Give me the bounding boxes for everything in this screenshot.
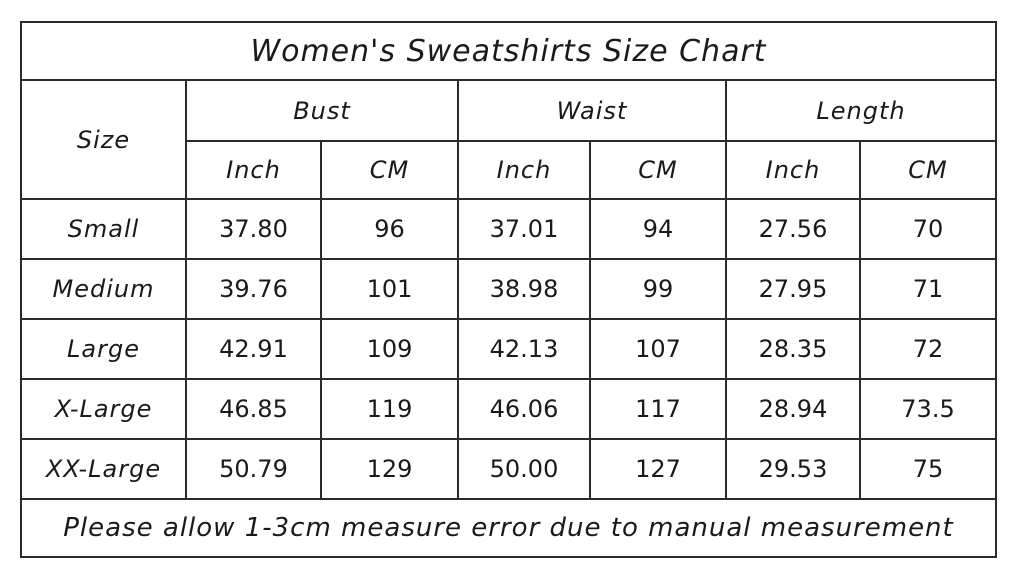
value-cell: 96	[320, 198, 459, 260]
value-cell: 42.13	[457, 318, 591, 380]
value-cell: 94	[589, 198, 727, 260]
value-cell: 129	[320, 438, 459, 500]
unit-header-length-inch: Inch	[725, 140, 861, 200]
value-cell: 38.98	[457, 258, 591, 320]
unit-header-length-cm: CM	[859, 140, 997, 200]
table-row-medium: Medium 39.76 101 38.98 99 27.95 71	[20, 258, 997, 320]
group-header-length: Length	[725, 79, 997, 142]
value-cell: 46.06	[457, 378, 591, 440]
value-cell: 28.94	[725, 378, 861, 440]
value-cell: 127	[589, 438, 727, 500]
value-cell: 72	[859, 318, 997, 380]
group-header-waist: Waist	[457, 79, 727, 142]
value-cell: 37.01	[457, 198, 591, 260]
value-cell: 39.76	[185, 258, 322, 320]
value-cell: 75	[859, 438, 997, 500]
value-cell: 101	[320, 258, 459, 320]
unit-header-bust-cm: CM	[320, 140, 459, 200]
value-cell: 28.35	[725, 318, 861, 380]
measurement-footnote: Please allow 1-3cm measure error due to …	[20, 498, 997, 558]
value-cell: 50.79	[185, 438, 322, 500]
value-cell: 50.00	[457, 438, 591, 500]
value-cell: 73.5	[859, 378, 997, 440]
size-chart-table: Women's Sweatshirts Size Chart Size Bust…	[20, 21, 997, 558]
size-cell: Large	[20, 318, 187, 380]
unit-header-waist-inch: Inch	[457, 140, 591, 200]
value-cell: 37.80	[185, 198, 322, 260]
size-cell: XX-Large	[20, 438, 187, 500]
unit-header-row: Inch CM Inch CM Inch CM	[21, 140, 997, 200]
size-cell: Medium	[20, 258, 187, 320]
size-corner-header: Size	[20, 79, 187, 200]
table-title-row: Women's Sweatshirts Size Chart	[20, 21, 997, 81]
value-cell: 71	[859, 258, 997, 320]
value-cell: 29.53	[725, 438, 861, 500]
value-cell: 117	[589, 378, 727, 440]
value-cell: 46.85	[185, 378, 322, 440]
footnote-row: Please allow 1-3cm measure error due to …	[20, 498, 997, 558]
table-row-x-large: X-Large 46.85 119 46.06 117 28.94 73.5	[20, 378, 997, 440]
group-header-row: Size Bust Waist Length	[20, 79, 997, 200]
group-header-bust: Bust	[185, 79, 459, 142]
value-cell: 107	[589, 318, 727, 380]
value-cell: 27.56	[725, 198, 861, 260]
unit-header-bust-inch: Inch	[185, 140, 322, 200]
table-row-xx-large: XX-Large 50.79 129 50.00 127 29.53 75	[20, 438, 997, 500]
size-cell: Small	[20, 198, 187, 260]
unit-header-waist-cm: CM	[589, 140, 727, 200]
value-cell: 109	[320, 318, 459, 380]
value-cell: 27.95	[725, 258, 861, 320]
value-cell: 42.91	[185, 318, 322, 380]
value-cell: 119	[320, 378, 459, 440]
value-cell: 99	[589, 258, 727, 320]
table-row-large: Large 42.91 109 42.13 107 28.35 72	[20, 318, 997, 380]
value-cell: 70	[859, 198, 997, 260]
chart-title: Women's Sweatshirts Size Chart	[20, 21, 997, 81]
size-cell: X-Large	[20, 378, 187, 440]
table-row-small: Small 37.80 96 37.01 94 27.56 70	[20, 198, 997, 260]
